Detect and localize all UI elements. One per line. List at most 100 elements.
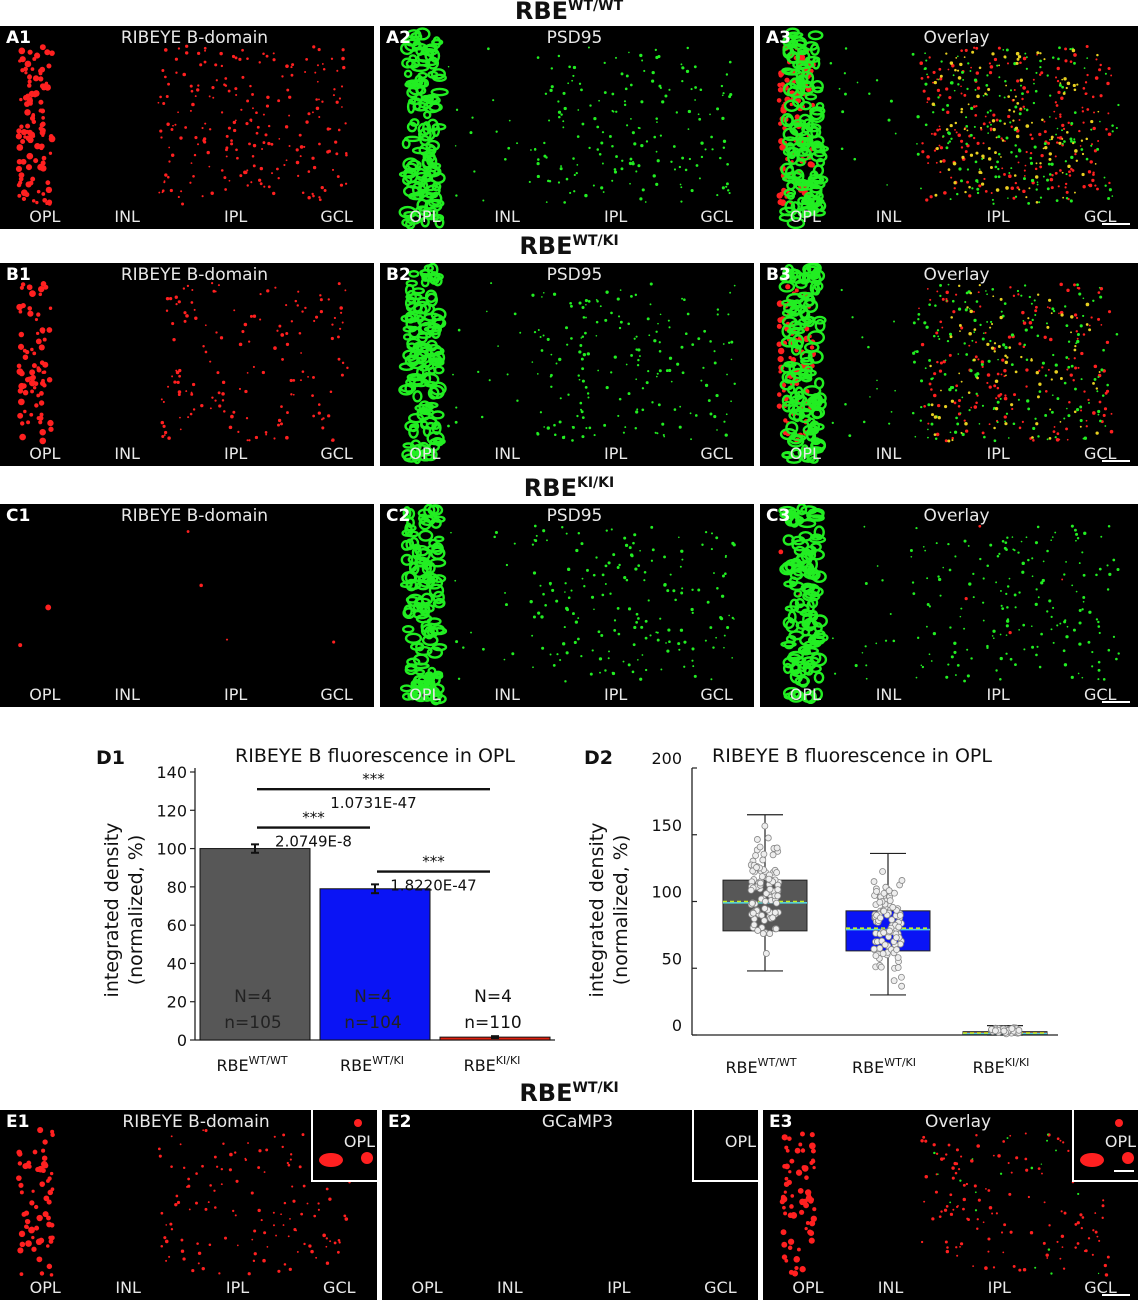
layer-label-gcl: GCL (1084, 1278, 1117, 1297)
p-value: 1.0731E-47 (330, 794, 416, 812)
x-category-label: RBEWT/KI (852, 1056, 916, 1077)
layer-label-gcl: GCL (1083, 207, 1117, 226)
n-label: n=104 (344, 1013, 401, 1033)
data-point (773, 844, 781, 852)
panel-C1: C1 RIBEYE B-domain OPL INL IPL GCL (0, 504, 374, 707)
data-point (769, 851, 777, 859)
panel-label-A3: A3 (766, 28, 791, 48)
layer-label-ipl: IPL (986, 207, 1010, 226)
panel-A3: A3 Overlay OPL INL IPL GCL (760, 26, 1138, 229)
layer-label-inl: INL (877, 1278, 904, 1297)
layer-label-opl: OPL (789, 685, 821, 704)
data-point (888, 916, 896, 924)
data-point (891, 889, 898, 897)
x-category-label: RBEKI/KI (973, 1056, 1030, 1077)
micrograph-C1 (18, 530, 336, 648)
data-point (766, 885, 774, 893)
data-point (753, 864, 760, 871)
panel-A1: A1 RIBEYE B-domain OPL INL IPL GCL (0, 26, 374, 229)
data-point (1008, 1025, 1016, 1033)
data-point (774, 886, 782, 893)
panel-E3: E3 Overlay OPL INL IPL GCL OPL (763, 1110, 1138, 1300)
data-point (747, 886, 755, 894)
layer-label-opl: OPL (411, 1278, 443, 1297)
data-point (756, 843, 764, 851)
header-wt-wt: RBEWT/WT (514, 0, 624, 25)
data-point (762, 890, 770, 897)
header-ki-ki: RBEKI/KI (523, 474, 615, 502)
layer-label-gcl: GCL (1083, 444, 1117, 463)
y-tick-label: 40 (167, 954, 187, 973)
data-point (895, 923, 903, 931)
N-label: N=4 (234, 987, 272, 1007)
panel-title-C1: RIBEYE B-domain (120, 506, 269, 526)
bar-1 (319, 888, 431, 1041)
layer-label-ipl: IPL (225, 1278, 250, 1297)
micrograph-E1 (16, 1126, 351, 1277)
layer-label-opl: OPL (789, 444, 821, 463)
layer-label-inl: INL (494, 685, 520, 704)
layer-label-inl: INL (875, 685, 902, 704)
layer-label-ipl: IPL (223, 444, 248, 463)
data-point (870, 878, 878, 885)
layer-label-gcl: GCL (704, 1278, 737, 1297)
data-point (879, 868, 886, 875)
n-label: n=105 (224, 1013, 281, 1033)
panel-title-E1: RIBEYE B-domain (122, 1112, 270, 1132)
data-point (765, 875, 773, 883)
micrograph-C2 (399, 504, 736, 706)
micrograph-B2 (398, 263, 736, 465)
data-point (761, 905, 769, 912)
micrograph-A1 (15, 44, 348, 206)
svg-text:integrated density: integrated density (586, 823, 608, 998)
chart-d2: D2 RIBEYE B fluorescence in OPL integrated… (584, 745, 1058, 1077)
layer-label-gcl: GCL (700, 685, 733, 704)
y-tick-label: 150 (651, 816, 682, 835)
layer-label-opl: OPL (29, 207, 61, 226)
inset-label: OPL (724, 1132, 756, 1151)
layer-label-inl: INL (875, 207, 902, 226)
layer-label-gcl: GCL (323, 1278, 356, 1297)
layer-label-inl: INL (494, 207, 520, 226)
p-value: 2.0749E-8 (275, 833, 352, 851)
data-point (898, 982, 906, 990)
inset-E1: OPL (311, 1110, 377, 1182)
panel-label-A2: A2 (386, 28, 411, 48)
data-point (773, 869, 781, 876)
layer-label-opl: OPL (789, 207, 821, 226)
significance-stars: *** (362, 770, 385, 788)
y-axis-label: integrated density (normalized, %) (586, 823, 632, 998)
inset-E3: OPL (1072, 1110, 1138, 1182)
scale-bar (1102, 701, 1130, 703)
layer-label-opl: OPL (29, 685, 61, 704)
layer-label-inl: INL (875, 444, 902, 463)
micrograph-A2 (398, 27, 733, 229)
data-point (880, 889, 888, 897)
data-point (886, 897, 894, 905)
svg-text:integrated density: integrated density (101, 823, 123, 998)
y-tick-label: 100 (156, 840, 187, 859)
layer-label-inl: INL (114, 207, 140, 226)
layer-label-gcl: GCL (700, 444, 733, 463)
panel-label-B3: B3 (766, 265, 791, 285)
layer-label-ipl: IPL (223, 207, 248, 226)
y-tick-label: 20 (167, 993, 187, 1012)
panel-title-E2: GCaMP3 (541, 1112, 614, 1132)
layer-label-ipl: IPL (987, 1278, 1011, 1297)
data-point (894, 964, 902, 971)
panel-title-C3: Overlay (923, 506, 990, 526)
scale-bar (1102, 460, 1130, 462)
data-point (896, 911, 904, 919)
bar-0 (199, 848, 311, 1041)
layer-label-inl: INL (114, 444, 140, 463)
panel-label-E3: E3 (769, 1112, 793, 1132)
data-point (890, 977, 898, 985)
data-point (892, 934, 900, 942)
data-point (1000, 1027, 1008, 1035)
significance-stars: *** (302, 809, 325, 827)
data-point (992, 1027, 999, 1035)
layer-label-opl: OPL (409, 444, 441, 463)
panel-label-D2: D2 (584, 747, 613, 769)
layer-label-opl: OPL (29, 444, 61, 463)
data-point (876, 944, 884, 952)
